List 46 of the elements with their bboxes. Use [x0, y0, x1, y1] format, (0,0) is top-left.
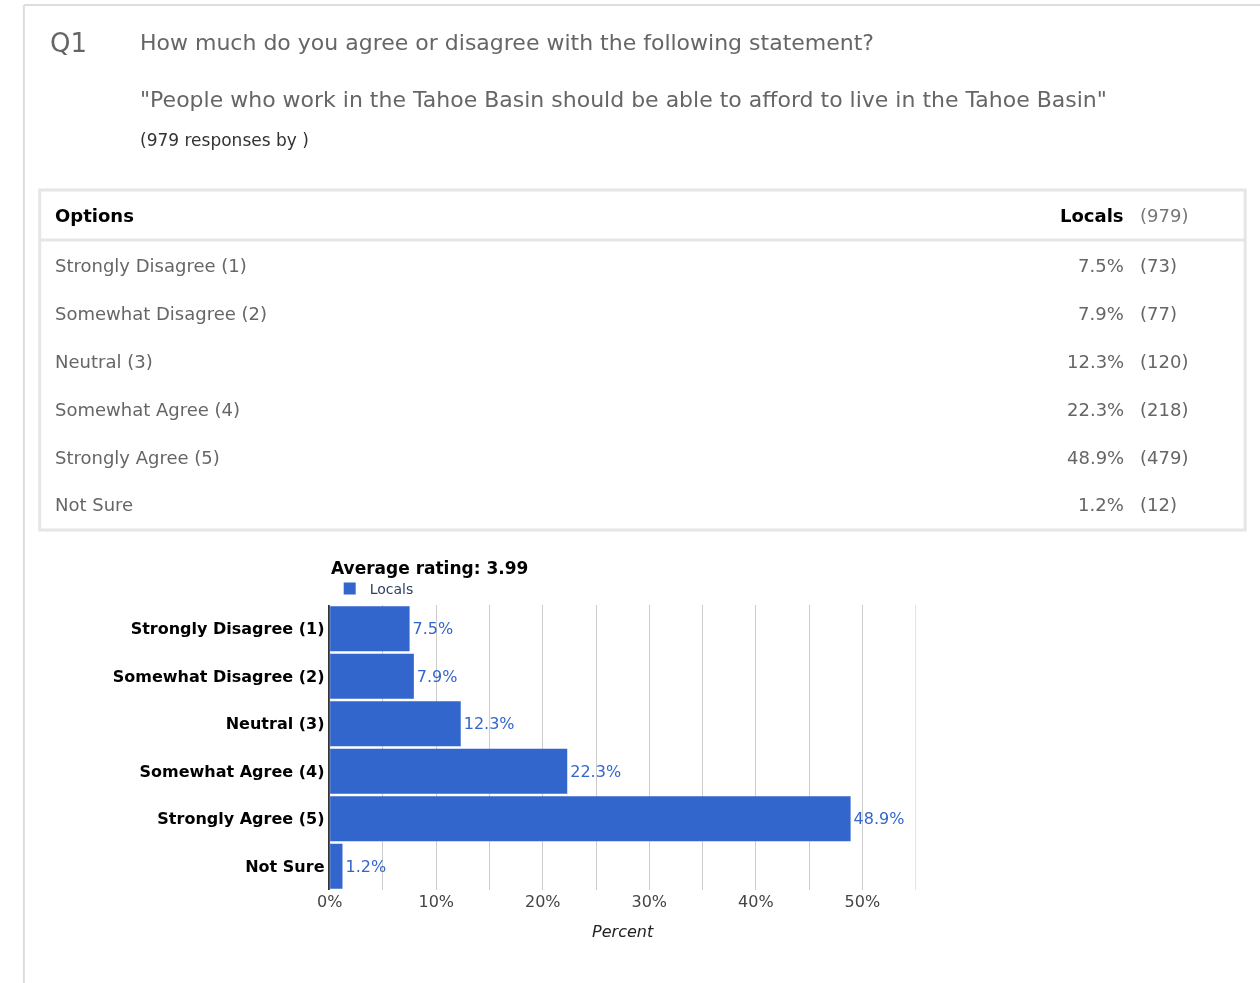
text: (120)	[1140, 351, 1189, 372]
data-label: 1.2%	[345, 856, 387, 876]
text: 12.3%	[1067, 351, 1125, 372]
category-label: Strongly Disagree (1)	[55, 255, 247, 276]
category-label: Not Sure	[55, 494, 134, 515]
y-tick-label: Neutral (3)	[225, 714, 325, 734]
data-label: 48.9%	[853, 809, 905, 829]
x-tick-label: 40%	[738, 892, 774, 911]
text: (77)	[1140, 303, 1177, 324]
y-tick-label: Strongly Disagree (1)	[130, 619, 325, 639]
text: (73)	[1140, 255, 1177, 276]
text: 48.9%	[1067, 447, 1125, 468]
text: (12)	[1140, 494, 1177, 515]
chart-title: How much do you agree or disagree with the following statement?	[140, 30, 875, 55]
text: (979)	[1140, 205, 1189, 226]
text: 22.3%	[1067, 399, 1125, 420]
text: Options	[55, 205, 134, 226]
x-tick-label: 30%	[631, 892, 668, 911]
x-tick-label: 0%	[317, 892, 343, 911]
data-label: 22.3%	[570, 761, 622, 781]
text: 7.9%	[1078, 303, 1124, 324]
text: (479)	[1140, 447, 1189, 468]
y-tick-label: Strongly Agree (5)	[157, 809, 325, 829]
data-label: 7.9%	[416, 666, 458, 686]
chart-subtitle: "People who work in the Tahoe Basin should be able to afford to live in the Tahoe Basin"	[140, 87, 1107, 112]
data-label: 7.5%	[412, 619, 454, 639]
text: (979 responses by )	[140, 130, 309, 150]
category-label: Somewhat Agree (4)	[55, 399, 241, 420]
text: Average rating: 3.99	[331, 558, 529, 578]
text: 7.5%	[1078, 255, 1124, 276]
text: (218)	[1140, 399, 1189, 420]
y-tick-label: Somewhat Disagree (2)	[112, 666, 325, 686]
data-label: 12.3%	[463, 714, 515, 734]
text: Locals	[1060, 205, 1124, 226]
y-tick-label: Not Sure	[245, 856, 325, 876]
legend-label: Locals	[369, 581, 414, 598]
text: Q1	[50, 28, 88, 58]
x-tick-label: 10%	[418, 892, 455, 911]
category-label: Somewhat Disagree (2)	[55, 303, 268, 324]
y-tick-label: Somewhat Agree (4)	[139, 761, 325, 781]
x-tick-label: 20%	[524, 892, 561, 911]
x-axis-title: Percent	[592, 921, 654, 941]
text: 1.2%	[1078, 494, 1124, 515]
category-label: Neutral (3)	[55, 351, 153, 372]
category-label: Strongly Agree (5)	[55, 447, 220, 468]
x-tick-label: 50%	[844, 892, 881, 911]
